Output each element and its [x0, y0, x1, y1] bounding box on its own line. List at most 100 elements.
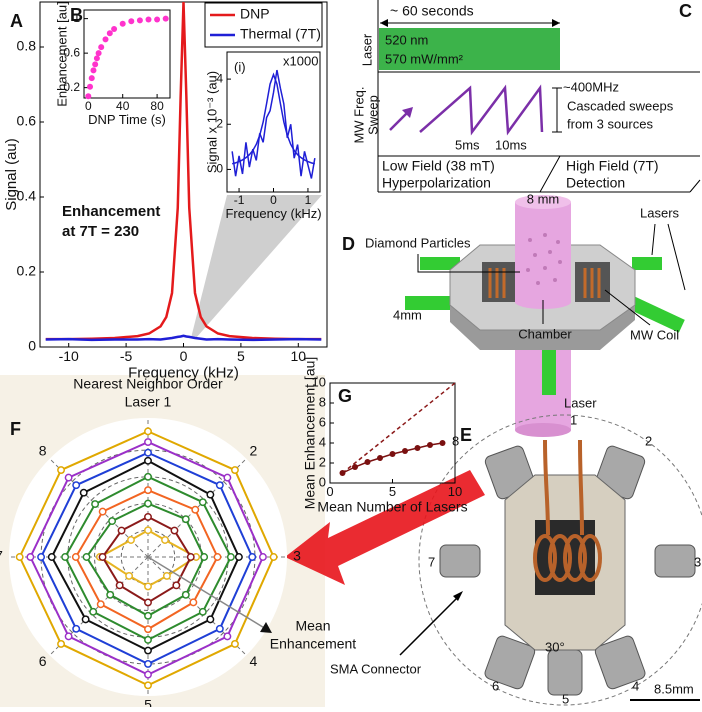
- y-tick-label: 4: [319, 434, 326, 449]
- y-tick-label: 0: [319, 474, 326, 489]
- y-tick-label: 6: [319, 414, 326, 429]
- angle-label: 30°: [545, 639, 565, 654]
- panel-label: B: [70, 5, 83, 25]
- annotation: Enhancement: [270, 636, 357, 652]
- pointer: [604, 289, 651, 326]
- arrow-head: [380, 19, 388, 27]
- series-line: [231, 72, 316, 165]
- radar-point: [98, 507, 107, 516]
- radar-point: [144, 681, 152, 690]
- legend-box: [204, 2, 323, 48]
- connectors: [439, 445, 696, 696]
- y-tick-label: 1: [73, 11, 80, 25]
- x-axis-label: Frequency (kHz): [225, 206, 321, 221]
- radar-point: [64, 632, 73, 641]
- x-tick-label: 1: [305, 193, 312, 207]
- laser1-label: Laser: [564, 395, 597, 410]
- annotation: Mean: [295, 618, 330, 634]
- cylinder-top: [515, 195, 571, 209]
- radar-point: [206, 490, 215, 499]
- port-label: 2: [645, 433, 652, 448]
- radar-point: [161, 536, 169, 544]
- wavelength: 520 nm: [385, 32, 428, 47]
- data-point: [93, 55, 100, 62]
- panel-d: 8 mm Lasers Diamond Particles 4mm Chambe…: [365, 191, 686, 437]
- radar-point: [127, 536, 135, 544]
- panel-label: G: [338, 386, 352, 406]
- axis-label: 7: [0, 548, 3, 564]
- radar-point: [223, 632, 232, 641]
- y-tick-label: 0: [216, 162, 223, 176]
- y-tick-label: 0.6: [63, 45, 80, 59]
- pointer: [417, 254, 520, 273]
- y-tick-label: 2: [319, 454, 326, 469]
- series-line: [231, 69, 316, 179]
- x-axis-label: Mean Number of Lasers: [317, 498, 467, 514]
- radar-point: [230, 466, 239, 475]
- radar-point: [181, 515, 190, 524]
- series-line: [45, 334, 322, 342]
- port-label: 7: [428, 554, 435, 569]
- radar-point: [198, 498, 207, 507]
- coil-slot: [482, 262, 517, 302]
- radar-point: [125, 571, 134, 580]
- arrow-head: [453, 591, 463, 601]
- mw-coil: [488, 268, 601, 298]
- radar-point: [117, 526, 126, 535]
- radar-point: [98, 553, 107, 561]
- radar-point: [181, 590, 190, 599]
- scale-label: 8.5mm: [654, 681, 694, 696]
- radar-point: [72, 481, 81, 490]
- x-tick-label: 10: [291, 348, 307, 364]
- high-field: High Field (7T): [566, 158, 659, 174]
- annotation: at 7T = 230: [62, 223, 139, 240]
- x-tick-label: 5: [237, 348, 245, 364]
- radar-point: [144, 670, 152, 679]
- radar-chart: 2 3 4 5 6 7 8 Nearest Neighbor Order Laser 1 Mean…: [0, 376, 357, 712]
- port-label: 6: [492, 678, 499, 693]
- series-line: [45, 1, 322, 341]
- radar-point: [226, 553, 235, 561]
- legend-label: Thermal (7T): [240, 26, 321, 42]
- y-axis-label: Signal x 10⁻³ (au): [204, 71, 219, 173]
- time-marker: 10ms: [495, 137, 527, 152]
- radar-point: [57, 639, 66, 648]
- data-point: [414, 445, 421, 451]
- data-point: [402, 448, 408, 454]
- radar-point: [223, 473, 232, 482]
- radar-point: [170, 526, 179, 535]
- axis-label: 5: [144, 697, 152, 707]
- radar-point: [230, 639, 239, 648]
- data-point: [136, 17, 143, 24]
- panel-label: E: [460, 425, 472, 445]
- coil-label: MW Coil: [630, 327, 679, 342]
- particles-label: Diamond Particles: [365, 235, 471, 250]
- x-tick-label: 0: [180, 348, 188, 364]
- x-tick-label: 5: [389, 484, 396, 499]
- panel-c: ~ 60 seconds 520 nm 570 mW/mm² Laser MW …: [351, 0, 701, 193]
- y-tick-label: 0.4: [17, 188, 37, 204]
- radar-point: [144, 611, 152, 620]
- laser-beam: [420, 257, 460, 270]
- radar-point: [96, 600, 105, 609]
- y-tick-label: 4: [216, 71, 223, 85]
- radar-point: [213, 553, 222, 561]
- laser1-label: 1: [570, 412, 577, 427]
- panel-label: C: [679, 1, 692, 21]
- high-field: Detection: [566, 175, 625, 191]
- radar-point: [144, 526, 152, 535]
- grid-circle: [120, 529, 176, 585]
- port-label: 5: [562, 691, 569, 706]
- transition-arrow: [285, 470, 485, 585]
- chart: 0 40 80 0.2 0.6 1 DNP Time (s) Enhancement [au]: [54, 1, 171, 127]
- low-field: Low Field (38 mT): [382, 158, 495, 174]
- y-tick-label: 0: [28, 338, 36, 354]
- x-axis-label: Frequency (kHz): [128, 365, 239, 382]
- radar-point: [206, 615, 215, 624]
- arrow-head: [402, 107, 413, 118]
- radar-point: [26, 553, 35, 561]
- lasers-label: Lasers: [640, 205, 680, 220]
- data-point: [154, 16, 161, 23]
- time-marker: 5ms: [455, 137, 480, 152]
- data-point: [427, 442, 433, 448]
